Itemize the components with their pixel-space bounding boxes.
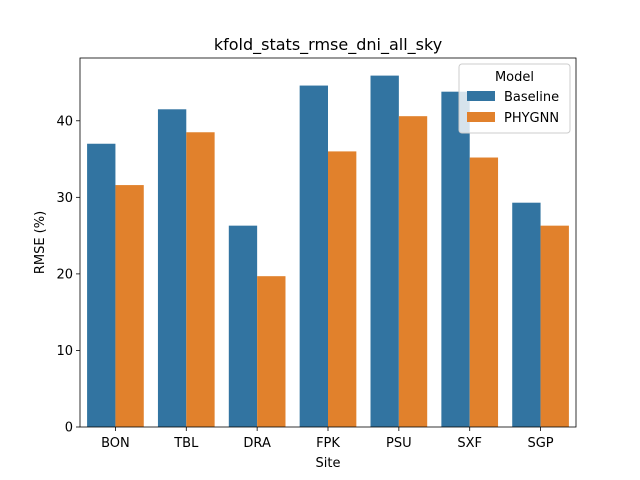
x-tick-label: TBL — [173, 436, 199, 451]
legend-entries: Baseline PHYGNN — [467, 90, 559, 126]
x-tick-label: PSU — [386, 436, 412, 451]
bar-fpk-phygnn — [328, 151, 357, 427]
axes-layer: 0 10 20 30 40 BON TBL DRA FPK PSU SXF SGP — [56, 57, 577, 451]
x-tick-label: SXF — [457, 436, 482, 451]
bars-layer — [87, 75, 569, 428]
legend-swatch-baseline — [467, 91, 495, 101]
x-tick-label: BON — [101, 436, 130, 451]
bar-sxf-phygnn — [469, 157, 499, 427]
chart-title: kfold_stats_rmse_dni_all_sky — [214, 35, 442, 55]
y-axis-label: RMSE (%) — [33, 211, 48, 274]
bar-fpk-baseline — [299, 85, 328, 427]
bar-psu-baseline — [370, 75, 399, 428]
x-axis-label: Site — [316, 456, 341, 471]
x-tick-label: DRA — [243, 436, 271, 451]
bar-psu-phygnn — [398, 116, 428, 428]
legend-label-phygnn: PHYGNN — [504, 111, 559, 126]
bar-sxf-baseline — [441, 91, 470, 428]
bar-sgp-baseline — [512, 202, 541, 427]
bar-dra-phygnn — [257, 276, 286, 427]
legend-title: Model — [495, 70, 534, 85]
y-tick-label: 0 — [65, 421, 73, 436]
bar-tbl-phygnn — [186, 132, 215, 427]
bar-sgp-phygnn — [540, 225, 569, 427]
y-tick-label: 20 — [56, 267, 73, 282]
bar-bon-baseline — [87, 143, 116, 427]
bar-bon-phygnn — [115, 185, 144, 427]
legend-swatch-phygnn — [467, 112, 495, 122]
legend-label-baseline: Baseline — [504, 90, 559, 105]
legend: Model Baseline PHYGNN — [458, 63, 571, 134]
y-tick-label: 10 — [56, 344, 73, 359]
y-tick-label: 30 — [56, 191, 73, 206]
bar-tbl-baseline — [157, 109, 187, 427]
x-tick-label: FPK — [316, 436, 340, 451]
x-tick-label: SGP — [527, 436, 553, 451]
bar-dra-baseline — [228, 225, 258, 427]
y-tick-label: 40 — [56, 114, 73, 129]
